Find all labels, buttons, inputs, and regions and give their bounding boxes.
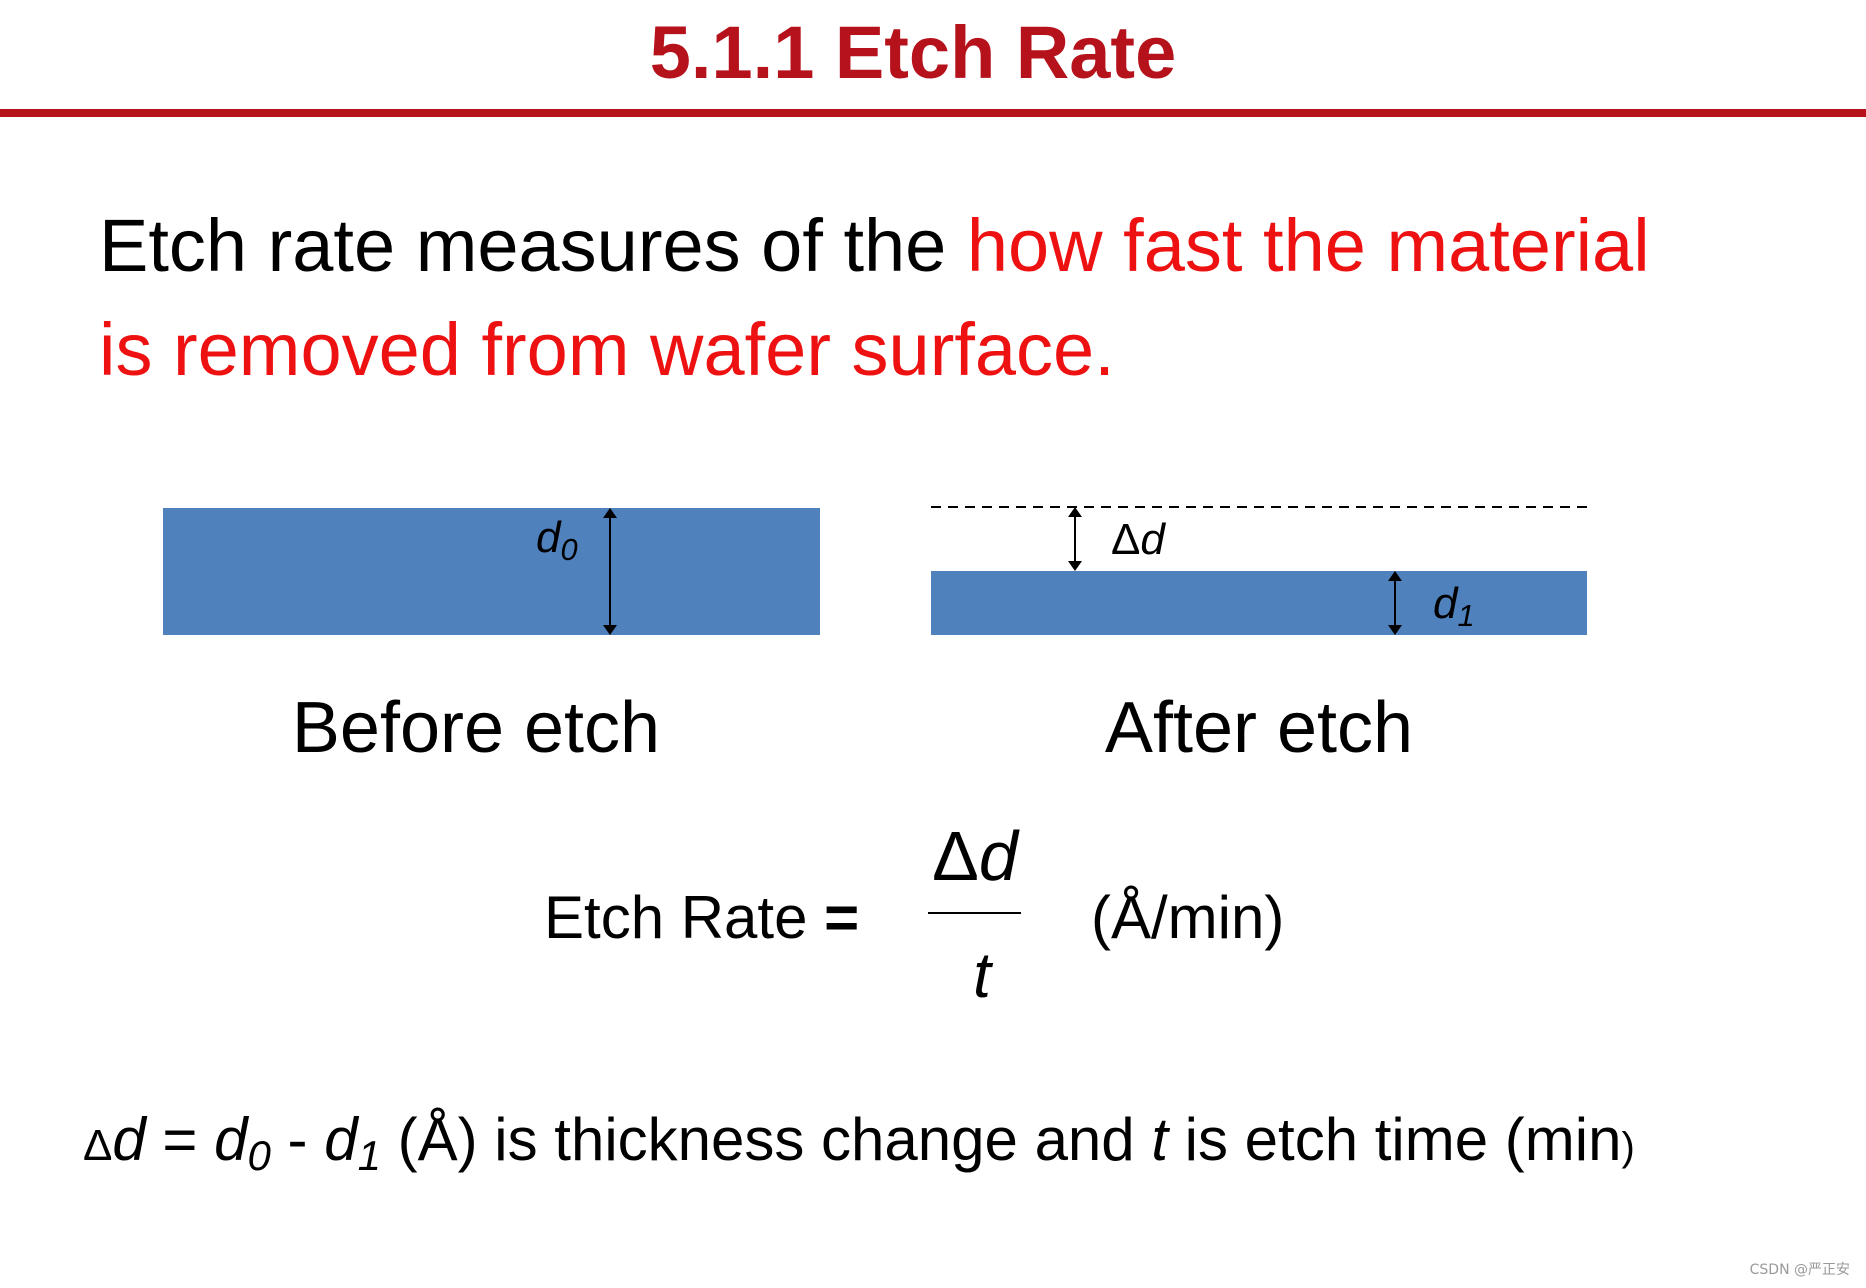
denominator: t	[973, 939, 993, 1011]
watermark: CSDN @严正安	[1750, 1262, 1850, 1278]
note-part: =	[146, 1106, 214, 1173]
note-part: -	[271, 1106, 324, 1173]
delta-symbol: Δ	[932, 817, 979, 895]
before-label: Before etch	[292, 688, 660, 768]
d1-label: d1	[1433, 579, 1475, 633]
formula-lhs: Etch Rate =	[544, 884, 859, 951]
note-subscript: 0	[248, 1132, 272, 1179]
definition-text: Etch rate measures of the	[99, 204, 967, 287]
after-label: After etch	[1105, 688, 1413, 768]
d-symbol: d	[979, 817, 1020, 895]
definition-highlight: how fast the material	[967, 204, 1650, 287]
note-subscript: 1	[358, 1132, 381, 1179]
note-part: )	[1621, 1125, 1634, 1169]
d0-subscript: 0	[560, 532, 577, 567]
definition-highlight: is removed from wafer surface.	[99, 308, 1115, 391]
d-symbol: d	[1140, 515, 1166, 564]
note-part: d	[324, 1106, 359, 1173]
title-rule	[0, 109, 1866, 117]
note-part: d	[112, 1106, 147, 1173]
delta-symbol: Δ	[1111, 515, 1140, 564]
numerator: Δd	[932, 817, 1020, 895]
title: 5.1.1 Etch Rate	[650, 11, 1176, 94]
d0-symbol: d	[536, 513, 562, 562]
note-part: (Å) is thickness change and	[381, 1106, 1151, 1173]
formula-equals: =	[824, 884, 859, 951]
wafer-after	[931, 571, 1587, 635]
d0-label: d0	[536, 513, 578, 567]
d1-subscript: 1	[1457, 598, 1474, 633]
wafer-before	[163, 508, 820, 635]
formula-text: Etch Rate	[544, 884, 824, 951]
definition-line: Etch rate measures of the how fast the m…	[99, 204, 1650, 287]
note-part: is etch time (min	[1168, 1106, 1621, 1173]
d1-symbol: d	[1433, 579, 1459, 628]
formula-unit: (Å/min)	[1091, 884, 1284, 951]
note-part: Δ	[83, 1121, 112, 1170]
note-part: t	[1151, 1106, 1170, 1173]
note-part: d	[214, 1106, 249, 1173]
delta-d-label: Δd	[1111, 515, 1166, 564]
note: Δd = d0 - d1 (Å) is thickness change and…	[83, 1106, 1635, 1179]
